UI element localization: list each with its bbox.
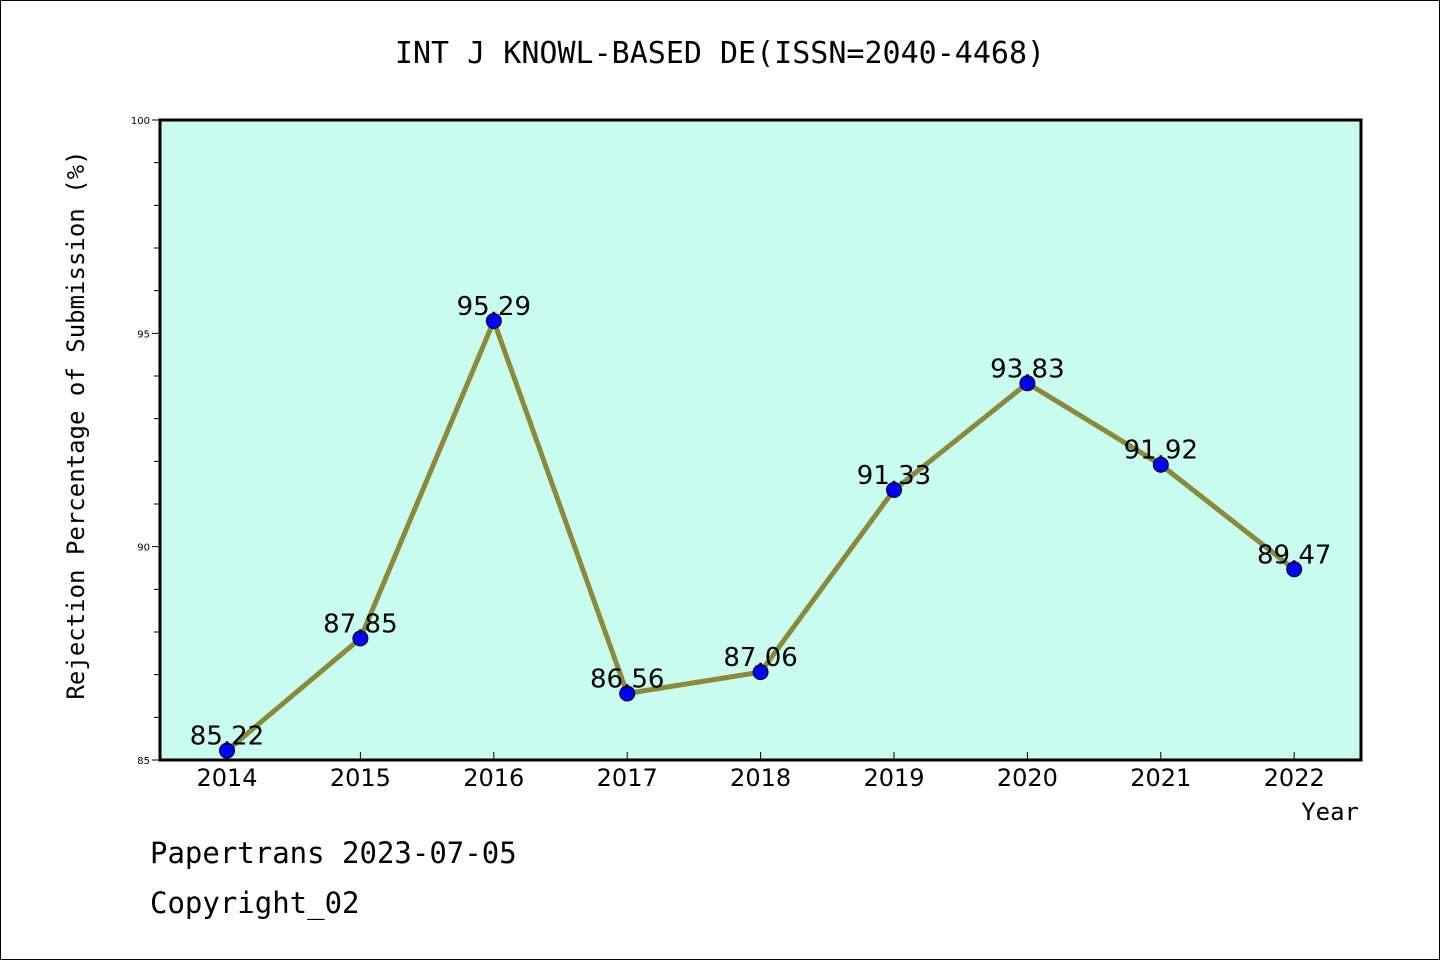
- x-tick-label: 2015: [330, 764, 391, 792]
- data-label: 89.47: [1257, 540, 1331, 570]
- data-label: 95.29: [457, 292, 531, 322]
- data-point: [1019, 375, 1036, 392]
- x-tick-label: 2014: [196, 764, 257, 792]
- plot-area: [160, 120, 1361, 760]
- data-point: [1152, 456, 1169, 473]
- x-tick-label: 2016: [463, 764, 524, 792]
- footer-date: Papertrans 2023-07-05: [150, 836, 517, 870]
- plot-border: [158, 118, 1363, 762]
- y-axis-title: Rejection Percentage of Submission (%): [62, 150, 90, 699]
- y-tick-label: 100: [131, 116, 150, 127]
- x-tick-label: 2020: [997, 764, 1058, 792]
- x-tick-label: 2019: [863, 764, 924, 792]
- data-point: [485, 312, 502, 329]
- x-tick-label: 2022: [1264, 764, 1325, 792]
- data-label: 86.56: [590, 664, 664, 694]
- data-label: 93.83: [990, 354, 1064, 384]
- x-tick-label: 2018: [730, 764, 791, 792]
- x-tick-label: 2021: [1130, 764, 1191, 792]
- data-markers: [219, 312, 1303, 759]
- data-point: [352, 630, 369, 647]
- data-point: [752, 664, 769, 681]
- data-labels: 85.22 87.85 95.29 86.56 87.06 91.33 93.83 91.92…: [190, 292, 1332, 752]
- data-point: [1286, 561, 1303, 578]
- data-label: 85.22: [190, 722, 264, 752]
- data-point: [619, 685, 636, 702]
- x-tick-label: 2017: [597, 764, 658, 792]
- x-axis: 2014 2015 2016 2017 2018 2019 2020 2021 2022: [196, 752, 1325, 792]
- y-tick-label: 90: [137, 543, 150, 554]
- chart-title: INT J KNOWL-BASED DE(ISSN=2040-4468): [394, 36, 1046, 71]
- data-point: [886, 481, 902, 498]
- y-axis: 85 90 95 100: [131, 116, 160, 767]
- data-point: [219, 742, 235, 759]
- data-label: 91.33: [857, 461, 931, 491]
- data-label: 87.06: [723, 643, 797, 673]
- data-label: 91.92: [1124, 436, 1198, 466]
- data-label: 87.85: [323, 609, 397, 639]
- y-tick-label: 85: [137, 756, 150, 767]
- x-axis-title: Year: [1301, 798, 1359, 826]
- footer-copyright: Copyright_02: [150, 886, 360, 920]
- y-tick-label: 95: [137, 329, 150, 340]
